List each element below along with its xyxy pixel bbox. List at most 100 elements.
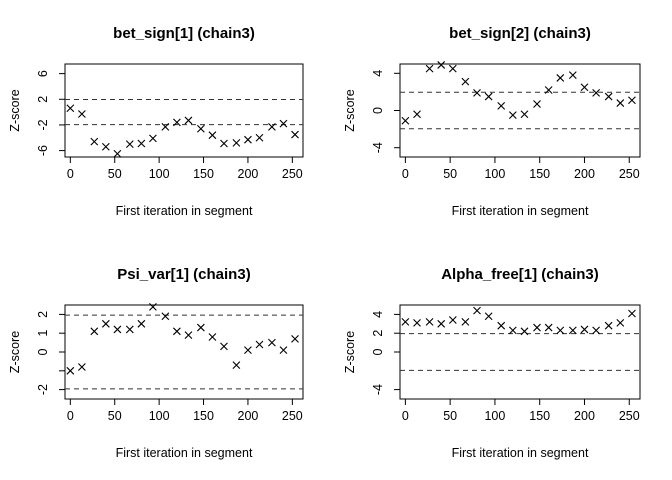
panel-3-point-17 [255,340,264,349]
panel-4-x-tick-label-50: 50 [443,409,457,423]
panel-1-y-tick-label-0: -6 [36,145,50,156]
panel-3-point-12 [196,323,205,332]
panel-4-point-4 [437,319,446,328]
panel-4-point-5 [448,316,457,324]
panel-3-title: Psi_var[1] (chain3) [117,266,250,283]
panel-2-point-13 [544,86,553,94]
panel-1-point-10 [173,118,181,127]
panel-3-point-18 [268,338,276,347]
panel-4-x-tick-label-250: 250 [619,409,640,423]
panel-2-x-tick-label-0: 0 [402,167,409,181]
panel-1-point-5 [113,149,122,158]
panel-2-point-18 [604,92,613,101]
panel-2-y-tick-label-0: -4 [371,142,385,153]
panel-1-point-11 [184,116,193,125]
panel-4-point-6 [461,318,470,326]
panel-2-y-tick-label-1: 0 [371,107,385,114]
panel-3-point-2 [77,363,86,371]
panel-4-x-tick-label-200: 200 [574,409,595,423]
panel-4-point-2 [413,318,421,327]
panel-3-point-16 [244,346,252,355]
panel-3-plot-frame [64,304,304,400]
panel-3-point-11 [184,331,193,339]
panel-3-point-8 [149,302,157,311]
panel-3-point-5 [113,325,122,334]
panel-1-y-tick-label-2: 2 [36,96,50,103]
panel-3-point-3 [90,327,99,336]
panel-2-point-8 [484,92,493,101]
panel-4-title: Alpha_free[1] (chain3) [441,266,599,283]
panel-4-point-15 [568,326,577,335]
panel-2-point-7 [473,88,481,97]
panel-2-point-20 [628,96,636,105]
panel-4-point-16 [580,325,589,334]
panel-3-x-axis-label: First iteration in segment [116,446,253,460]
panel-1-point-3 [90,137,99,146]
panel-2-plot-frame [399,63,641,158]
panel-1-x-tick-label-200: 200 [238,167,259,181]
panel-1-data-points [66,104,299,158]
panel-2-point-12 [533,100,541,108]
panel-3-point-9 [161,312,170,321]
panel-1-point-14 [220,139,228,148]
panel-4-y-tick-label-0: -4 [371,384,385,395]
panel-2-point-16 [580,83,589,92]
panel-4-y-tick-label-1: 0 [371,348,385,355]
panel-4-point-13 [544,323,553,332]
panel-4-x-tick-label-150: 150 [529,409,550,423]
panel-4-point-10 [508,326,517,335]
panel-1-y-tick-label-1: -2 [36,119,50,130]
panel-2-point-11 [520,110,529,119]
panel-2-data-points [401,61,636,125]
panel-2-point-14 [556,74,565,82]
panel-3-y-tick-label-3: 1 [36,330,50,337]
panel-4-point-20 [628,309,636,318]
panel-2-point-1 [401,116,410,125]
panel-1-x-tick-label-0: 0 [67,167,74,181]
panel-3-point-20 [291,334,299,343]
panel-4-point-18 [604,321,613,330]
panel-4-y-axis-label: Z-score [343,331,357,373]
panel-3-point-4 [101,319,110,328]
panel-3-y-tick-label-2: 0 [36,348,50,355]
panel-2-point-15 [568,71,577,80]
panel-4-point-12 [533,323,541,332]
panel-4-x-axis-label: First iteration in segment [452,446,589,460]
panel-1-point-4 [101,142,110,151]
panel-1-point-13 [208,131,217,140]
panel-1-point-6 [125,140,134,149]
panel-2-point-17 [592,88,601,97]
panel-2-point-4 [437,61,446,69]
panel-3-point-6 [125,325,134,334]
panel-1-point-8 [149,134,157,143]
panel-3-y-tick-label-4: 2 [36,311,50,318]
panel-1-x-axis-label: First iteration in segment [116,204,253,218]
panel-2-x-axis-label: First iteration in segment [452,204,589,218]
panel-1-x-tick-label-250: 250 [282,167,303,181]
panel-1-point-12 [196,124,205,133]
panel-1-point-15 [232,139,241,147]
panel-4-point-14 [556,326,565,335]
panel-2-y-tick-label-2: 4 [371,70,385,77]
panel-1-point-1 [66,104,75,113]
panel-1-point-18 [268,122,276,131]
panel-1-y-axis-label: Z-score [8,89,22,131]
panel-4-point-17 [592,326,601,335]
panel-3-point-1 [66,366,75,375]
panel-4-point-3 [425,318,434,326]
panel-3-point-10 [173,327,181,336]
panel-3-y-axis-label: Z-score [8,331,22,373]
panel-3-x-tick-label-250: 250 [282,409,303,423]
panel-1-point-16 [244,135,252,144]
panel-4-point-9 [497,321,506,330]
panel-4-data-points [401,306,636,336]
panel-4-point-11 [520,327,529,336]
panel-3-x-tick-label-0: 0 [67,409,74,423]
panel-3-x-tick-label-200: 200 [238,409,259,423]
panel-1-point-7 [137,139,146,148]
panel-2-point-2 [413,110,421,119]
panel-4-plot-frame [399,304,641,400]
panel-4-point-8 [484,312,493,321]
panel-2-x-tick-label-200: 200 [574,167,595,181]
panel-1-x-tick-label-150: 150 [193,167,214,181]
